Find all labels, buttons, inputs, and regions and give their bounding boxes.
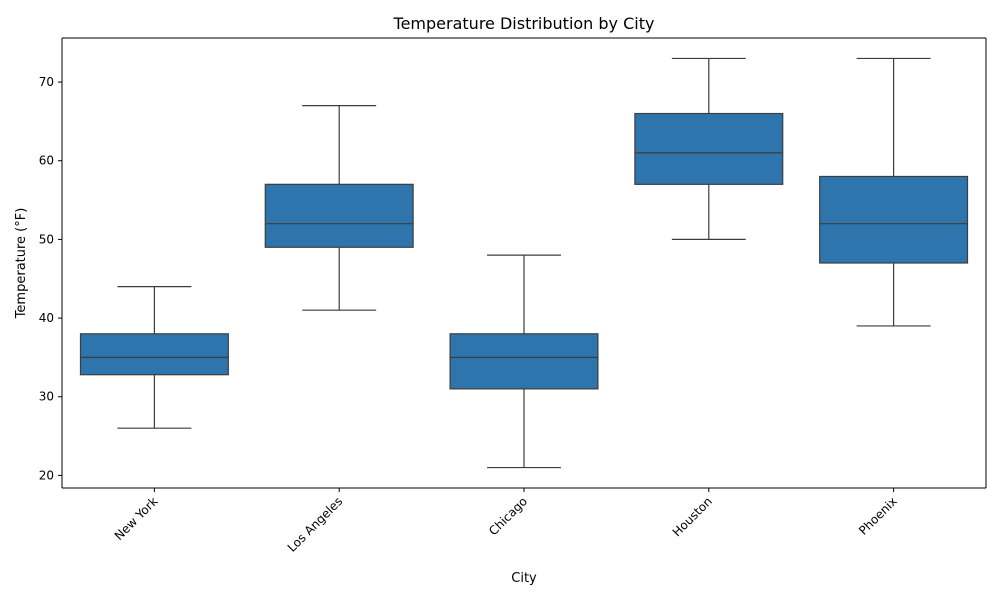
box-phoenix [819,175,969,264]
box-new-york [79,333,229,376]
plot-area: 20 30 40 50 60 70 New York Los Angeles Chicago Ho… [39,37,987,555]
x-axis-label: City [511,571,537,586]
y-tick-label: 70 [39,75,54,89]
box-los-angeles [264,183,414,248]
box-houston [634,112,784,185]
y-tick-label: 20 [39,468,54,482]
y-tick-label: 40 [39,311,54,325]
x-tick-label: Chicago [486,494,530,538]
y-tick-label: 60 [39,154,54,168]
box-chicago [449,333,599,390]
y-tick-label: 50 [39,232,54,246]
x-tick-label: Houston [670,494,715,539]
x-tick-label: Phoenix [856,494,900,538]
x-tick-label: Los Angeles [285,494,346,555]
chart-title: Temperature Distribution by City [393,14,655,33]
x-tick-label: New York [112,494,161,543]
y-tick-label: 30 [39,390,54,404]
y-axis-label: Temperature (°F) [14,208,29,320]
